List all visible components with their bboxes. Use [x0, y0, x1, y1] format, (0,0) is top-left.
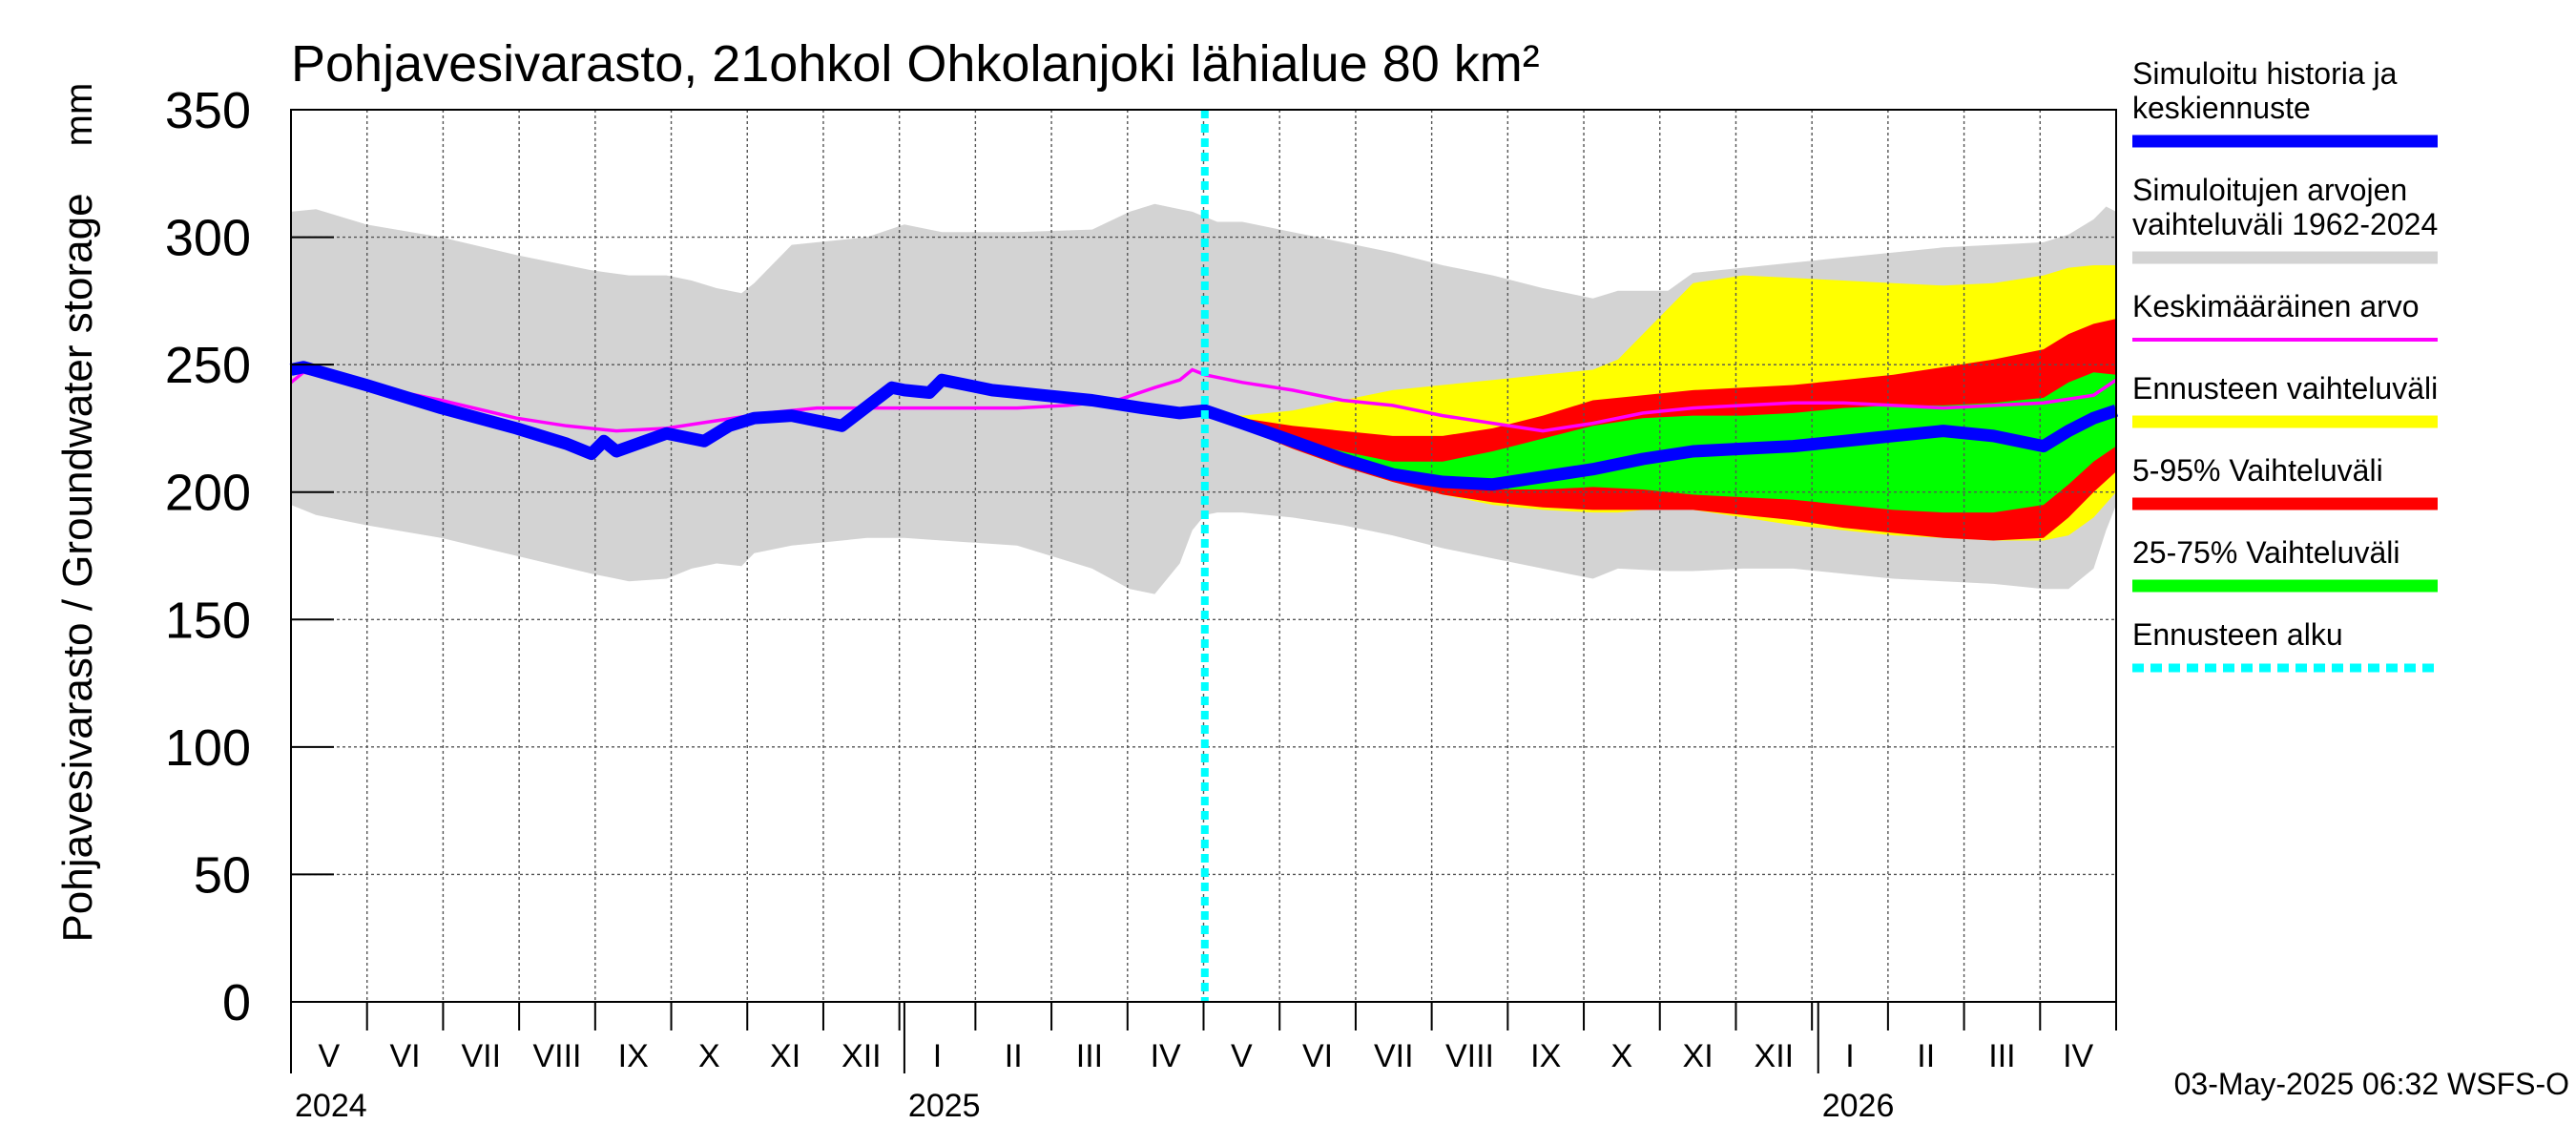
month-label: I [1845, 1038, 1854, 1074]
y-axis-unit: mm [58, 83, 100, 147]
month-label: XII [1755, 1038, 1795, 1074]
year-label: 2026 [1822, 1088, 1895, 1124]
month-label: IV [1151, 1038, 1181, 1074]
chart-title: Pohjavesivarasto, 21ohkol Ohkolanjoki lä… [291, 35, 1540, 93]
legend-label: Simuloitujen arvojen vaihteluväli 1962-20… [2132, 173, 2438, 241]
legend-label: Simuloitu historia ja keskiennuste [2132, 56, 2398, 125]
month-label: VIII [1445, 1038, 1494, 1074]
y-tick-label: 150 [165, 592, 251, 649]
legend-label: 25-75% Vaihteluväli [2132, 535, 2399, 570]
year-label: 2025 [908, 1088, 981, 1124]
month-label: X [1611, 1038, 1633, 1074]
month-label: III [1988, 1038, 2015, 1074]
y-axis-label: Pohjavesivarasto / Groundwater storage [54, 193, 101, 942]
y-tick-label: 350 [165, 82, 251, 139]
month-label: V [319, 1038, 341, 1074]
simulated-history-line [289, 361, 2119, 491]
y-tick-label: 200 [165, 465, 251, 522]
month-label: IV [2063, 1038, 2093, 1074]
month-label: XII [841, 1038, 882, 1074]
legend-label: 5-95% Vaihteluväli [2132, 453, 2383, 488]
month-label: VIII [532, 1038, 581, 1074]
month-label: IX [1530, 1038, 1561, 1074]
year-label: 2024 [295, 1088, 367, 1124]
month-label: VII [461, 1038, 501, 1074]
month-label: X [698, 1038, 720, 1074]
year-labels: 2024 2025 2026 [295, 1088, 1894, 1124]
legend-label: Ennusteen alku [2132, 617, 2343, 652]
y-tick-label: 50 [194, 846, 251, 904]
y-tick-label: 300 [165, 210, 251, 267]
month-label: II [1005, 1038, 1023, 1074]
month-label: I [933, 1038, 942, 1074]
y-tick-label: 250 [165, 337, 251, 394]
axes-layer [290, 109, 2117, 1073]
timestamp: 03-May-2025 06:32 WSFS-O [2174, 1067, 2569, 1101]
legend-label: Ennusteen vaihteluväli [2132, 371, 2438, 406]
month-label: II [1917, 1038, 1935, 1074]
month-label: V [1231, 1038, 1253, 1074]
month-label: VI [1302, 1038, 1333, 1074]
month-label: VI [390, 1038, 421, 1074]
mean-line [289, 367, 2117, 433]
month-label: XI [1683, 1038, 1714, 1074]
y-tick-labels: 0 50 100 150 200 250 300 350 [165, 82, 251, 1031]
month-label: XI [770, 1038, 800, 1074]
month-label: VII [1374, 1038, 1414, 1074]
y-tick-label: 100 [165, 719, 251, 777]
month-label: IX [618, 1038, 649, 1074]
month-label: III [1076, 1038, 1103, 1074]
y-tick-label: 0 [222, 974, 251, 1031]
legend: Simuloitu historia ja keskiennuste Simuloi… [2132, 56, 2438, 673]
legend-label: Keskimääräinen arvo [2132, 289, 2420, 323]
line-layer [289, 110, 2119, 1002]
month-labels: V VI VII VIII IX X XI XII I II III IV V VI VII VIII IX X X… [319, 1038, 2094, 1074]
